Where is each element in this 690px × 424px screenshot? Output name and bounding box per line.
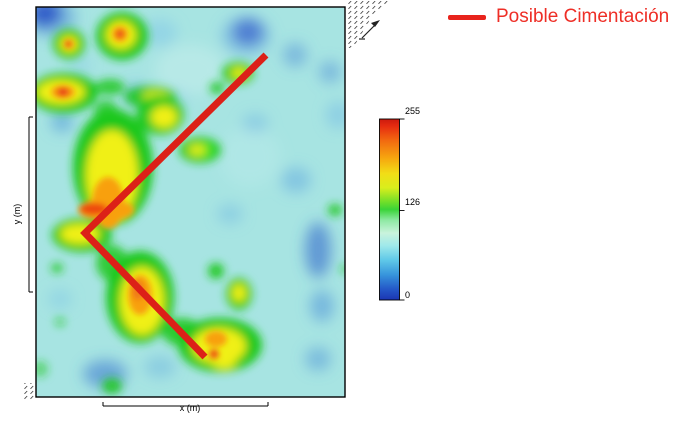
colorbar-mid-label: 126 <box>405 197 421 207</box>
colorbar <box>379 118 405 301</box>
hatch-region-bottomleft <box>23 383 35 400</box>
x-axis-label: x (m) <box>179 403 201 413</box>
colorbar-max-label: 255 <box>405 106 421 116</box>
legend-line-swatch <box>448 14 486 20</box>
legend-label: Posible Cimentación <box>496 6 670 27</box>
y-axis-label: y (m) <box>12 203 22 225</box>
north-arrow-icon <box>359 20 380 40</box>
colorbar-min-label: 0 <box>405 290 411 300</box>
hatch-region-topright <box>347 1 391 48</box>
legend: Posible Cimentación <box>448 2 669 32</box>
heatmap-plot <box>35 6 346 398</box>
possible-foundation-line <box>80 52 269 360</box>
